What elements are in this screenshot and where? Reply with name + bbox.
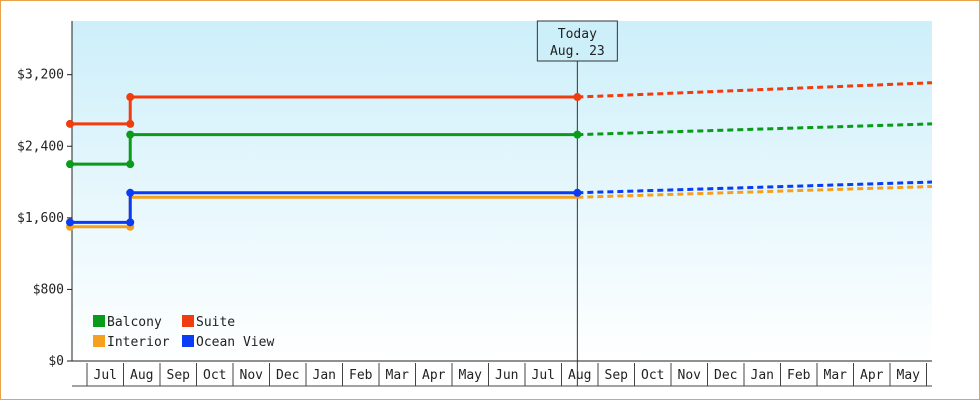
data-point-suite [126,93,135,102]
y-tick-label: $1,600 [17,211,64,226]
month-label: Sep [167,368,191,383]
data-point-suite [126,119,135,128]
data-point-suite [573,93,582,102]
series-forecast-interior [577,185,933,199]
month-label: Dec [276,368,299,383]
series-forecast-balcony [577,122,933,137]
y-tick-label: $800 [33,282,64,297]
data-point-balcony [573,130,582,139]
series-layer [66,81,933,231]
month-label: Jan [751,368,774,383]
data-point-suite [66,119,74,128]
month-label: Aug [130,368,153,383]
legend: Balcony Suite Interior Ocean View [93,315,274,350]
y-tick-label: $2,400 [17,139,64,154]
today-date: Aug. 23 [550,44,605,59]
month-label: Oct [641,368,664,383]
month-label: Apr [860,368,884,383]
y-tick-label: $3,200 [17,68,64,83]
series-forecast-suite [577,81,933,99]
month-label: Jun [495,368,518,383]
month-label: Nov [240,368,264,383]
legend-swatch [182,335,194,347]
series-line-balcony [70,133,578,166]
x-axis: Jul Aug Sep Oct Nov Dec Jan Feb Mar Apr May Jun Jul A… [72,360,932,387]
data-point-ocean-view [126,188,135,197]
data-point-ocean-view [66,218,74,227]
legend-label: Suite [196,315,235,330]
legend-label: Interior [107,335,170,350]
month-label: Feb [349,368,373,383]
month-label: Jul [532,368,555,383]
series-forecast-ocean-view [577,180,933,195]
month-label: Sep [605,368,629,383]
month-label: Mar [824,368,848,383]
month-label: Mar [386,368,410,383]
month-label: Jan [313,368,336,383]
y-tick-label: $0 [48,354,64,369]
month-label: Aug [568,368,591,383]
legend-label: Ocean View [196,335,274,350]
today-label: Today [558,27,597,42]
y-axis: $0 $800 $1,600 $2,400 $3,200 [17,21,73,369]
month-label: Jul [94,368,117,383]
legend-swatch [182,315,194,327]
today-box [536,20,618,62]
month-label: May [897,368,921,383]
legend-swatch [93,335,105,347]
data-point-balcony [66,160,74,169]
data-point-balcony [126,160,135,169]
month-label: Nov [678,368,702,383]
legend-label: Balcony [107,315,162,330]
month-label: Apr [422,368,446,383]
data-point-balcony [126,130,135,139]
data-point-ocean-view [573,188,582,197]
series-line-suite [70,95,578,126]
month-label: Feb [787,368,811,383]
data-point-ocean-view [126,218,135,227]
series-line-ocean-view [70,191,578,224]
legend-swatch [93,315,105,327]
today-marker: Today Aug. 23 [536,20,618,386]
month-label: Dec [714,368,737,383]
month-label: Oct [203,368,226,383]
month-label: May [459,368,483,383]
